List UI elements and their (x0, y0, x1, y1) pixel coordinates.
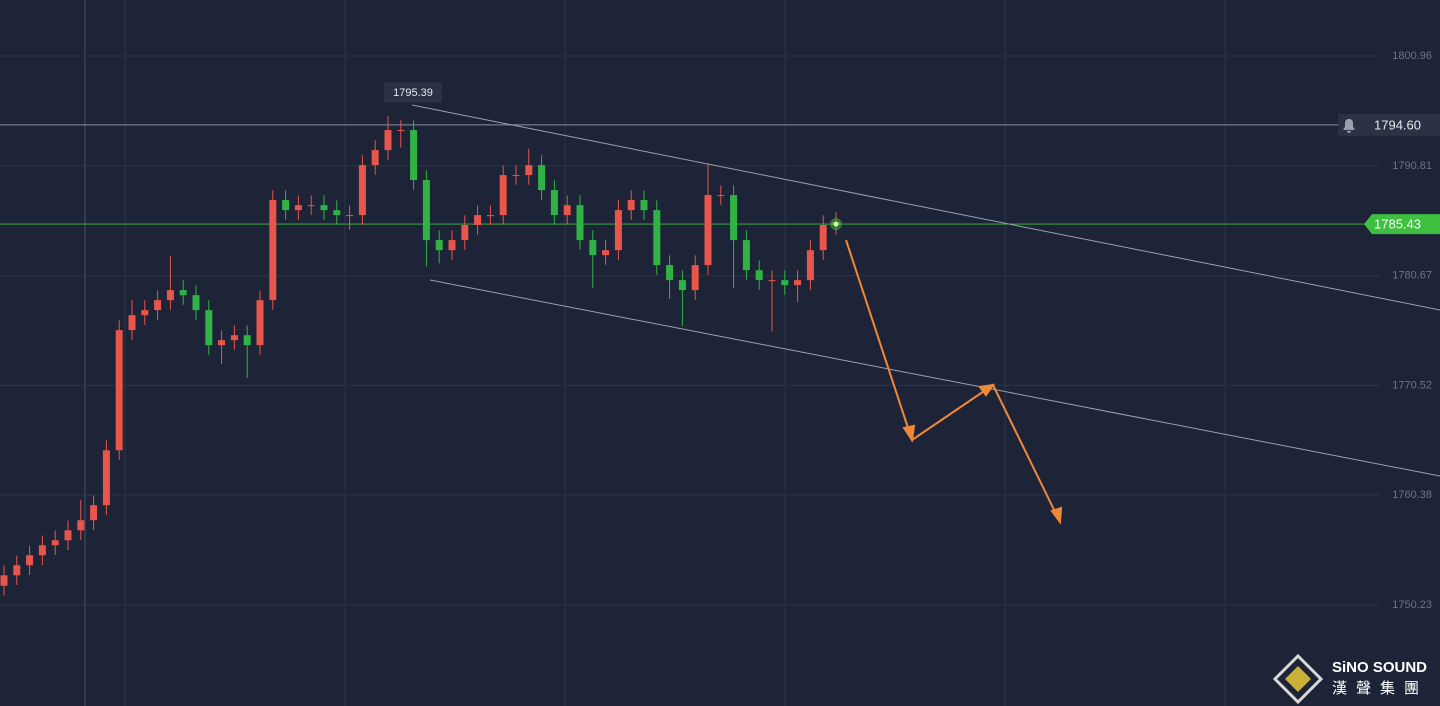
arrowhead (978, 383, 996, 397)
candle-body (294, 205, 302, 211)
plot: 1800.96 1790.81 1780.67 1770.52 1760.38 1750.… (0, 50, 1440, 611)
candle-body (691, 265, 699, 291)
high-marker-label: 1795.39 (393, 87, 433, 99)
candle-body (51, 540, 59, 546)
candle-body (461, 225, 469, 241)
candle-body (806, 250, 814, 281)
candle-body (38, 545, 46, 556)
candle-body (576, 205, 584, 241)
candle-body (384, 130, 392, 151)
candle-body (90, 505, 98, 521)
arrowhead (902, 424, 916, 443)
candle-body (192, 295, 200, 311)
candle-body (538, 165, 546, 191)
candle-body (13, 565, 21, 576)
candle-body (448, 240, 456, 251)
candle-body (128, 315, 136, 331)
logo-chinese: 漢聲集團 (1332, 680, 1428, 697)
candle-body (474, 215, 482, 226)
candle-body (307, 205, 315, 207)
candle-body (666, 265, 674, 281)
last-price-dot (833, 221, 839, 227)
high-marker-box (384, 82, 442, 103)
candle-body (742, 240, 750, 271)
alert-tag (1338, 113, 1440, 136)
trend-channel (411, 104, 1440, 477)
candle-body (256, 300, 264, 346)
candle-body (102, 450, 110, 506)
y-tick-label: 1790.81 (1392, 160, 1432, 172)
candle-body (794, 280, 802, 286)
candle-body (230, 335, 238, 341)
y-tick-label: 1780.67 (1392, 269, 1432, 281)
logo-mark (1272, 653, 1324, 705)
candle-body (627, 200, 635, 211)
candle-body (205, 310, 213, 346)
candle-body (717, 195, 725, 197)
candle-body (320, 205, 328, 211)
arrowhead (1050, 506, 1063, 525)
lower-trendline (429, 279, 1440, 477)
candle-body (563, 205, 571, 216)
logo: SiNO SOUND 漢聲集團 (1272, 653, 1428, 705)
price-tag (1364, 214, 1440, 235)
candle-body (115, 330, 123, 451)
candle-body (371, 150, 379, 166)
candle-body (333, 210, 341, 216)
candle-body (154, 300, 162, 311)
forecast-arrows (845, 239, 1063, 525)
candle-body (678, 280, 686, 291)
candle-body (499, 175, 507, 216)
candle-body (704, 195, 712, 266)
current-price-label: 1785.43 (1374, 217, 1421, 232)
candle-body (64, 530, 72, 541)
candle-body (179, 290, 187, 296)
candle-body (0, 575, 8, 586)
candle-body (410, 130, 418, 181)
candle-body (141, 310, 149, 316)
forecast-path (845, 239, 1061, 523)
candle-body (397, 130, 405, 132)
candle-body (243, 335, 251, 346)
candle-body (486, 215, 494, 217)
candle-body (77, 520, 85, 531)
y-tick-label: 1750.23 (1392, 599, 1432, 611)
candle-body (730, 195, 738, 241)
candle-body (358, 165, 366, 216)
logo-mark (1285, 666, 1311, 692)
y-tick-label: 1760.38 (1392, 489, 1432, 501)
upper-trendline (411, 104, 1440, 311)
candle-body (512, 175, 520, 177)
candle-body (269, 200, 277, 301)
alert-label: 1794.60 (1374, 117, 1421, 132)
candle-body (26, 555, 34, 566)
candle-body (589, 240, 597, 256)
candle-body (640, 200, 648, 211)
y-tick-label: 1770.52 (1392, 379, 1432, 391)
candle-body (218, 340, 226, 346)
candle-body (550, 190, 558, 216)
logo-brand: SiNO SOUND (1332, 659, 1427, 676)
candle-body (435, 240, 443, 251)
candle-body (346, 215, 354, 217)
vertical-grid (84, 0, 1226, 706)
candle-body (653, 210, 661, 266)
candle-body (819, 225, 827, 251)
candle-body (768, 280, 776, 282)
candle-body (525, 165, 533, 176)
candle-body (781, 280, 789, 286)
candle-body (602, 250, 610, 256)
candle-body (614, 210, 622, 251)
candle-body (282, 200, 290, 211)
candle-body (422, 180, 430, 241)
candle-body (755, 270, 763, 281)
bell-icon (1343, 118, 1355, 133)
candle-body (166, 290, 174, 301)
y-tick-label: 1800.96 (1392, 50, 1432, 62)
